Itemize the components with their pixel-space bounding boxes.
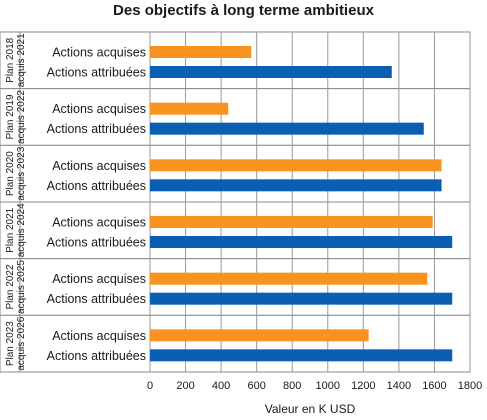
bar-category-label: Actions attribuées (47, 292, 146, 306)
group-label-line2: acquis 2025 (16, 260, 27, 314)
bar-category-label: Actions attribuées (47, 349, 146, 363)
group-band (0, 31, 471, 90)
group-label-line1: Plan 2020 (5, 151, 16, 196)
bar-category-label: Actions attribuées (47, 179, 146, 193)
bar (150, 179, 442, 192)
group-band (0, 88, 471, 146)
group-label-line2: acquis 2023 (16, 146, 27, 200)
x-tick-label: 400 (212, 380, 230, 392)
bar (150, 216, 433, 228)
x-tick-label: 800 (283, 380, 301, 392)
group-label-line1: Plan 2018 (5, 37, 16, 82)
bar-category-label: Actions acquises (52, 329, 146, 343)
group-label-line2: acquis 2022 (16, 90, 27, 144)
x-tick-label: 1800 (458, 380, 482, 392)
x-tick-label: 1200 (351, 380, 375, 392)
x-tick-label: 0 (147, 380, 153, 392)
bar (150, 236, 453, 248)
bar (150, 122, 424, 135)
x-tick-label: 1400 (387, 380, 411, 392)
group-band (0, 258, 471, 316)
bar-category-label: Actions acquises (52, 159, 146, 173)
bar (150, 46, 252, 58)
bar (150, 159, 442, 172)
chart-title: Des objectifs à long terme ambitieux (113, 2, 374, 19)
group-label-line2: acquis 2026 (16, 316, 27, 370)
bar (150, 272, 428, 285)
group-band (0, 314, 471, 373)
bar (150, 349, 453, 362)
x-tick-label: 200 (176, 380, 194, 392)
x-tick-label: 600 (247, 380, 265, 392)
bar-category-label: Actions acquises (52, 216, 146, 230)
bar-category-label: Actions attribuées (47, 236, 146, 250)
group-label-line1: Plan 2019 (5, 94, 16, 139)
bar-category-label: Actions acquises (52, 272, 146, 286)
bar (150, 66, 392, 78)
group-label-line2: acquis 2021 (16, 33, 27, 87)
x-axis-label: Valeur en K USD (264, 402, 356, 416)
bar-category-label: Actions acquises (52, 102, 146, 116)
bar (150, 102, 229, 115)
bar-category-label: Actions acquises (52, 46, 146, 60)
group-label-line1: Plan 2022 (5, 264, 16, 309)
bar-category-label: Actions attribuées (47, 66, 146, 80)
bar-category-label: Actions attribuées (47, 122, 146, 136)
bar (150, 292, 453, 305)
bar (150, 329, 369, 342)
group-label-line2: acquis 2024 (16, 203, 27, 257)
group-label-line1: Plan 2021 (5, 207, 16, 252)
group-band (0, 144, 471, 203)
x-tick-label: 1600 (422, 380, 446, 392)
group-label-line1: Plan 2023 (5, 321, 16, 366)
x-tick-label: 1000 (316, 380, 340, 392)
group-band (0, 201, 471, 260)
